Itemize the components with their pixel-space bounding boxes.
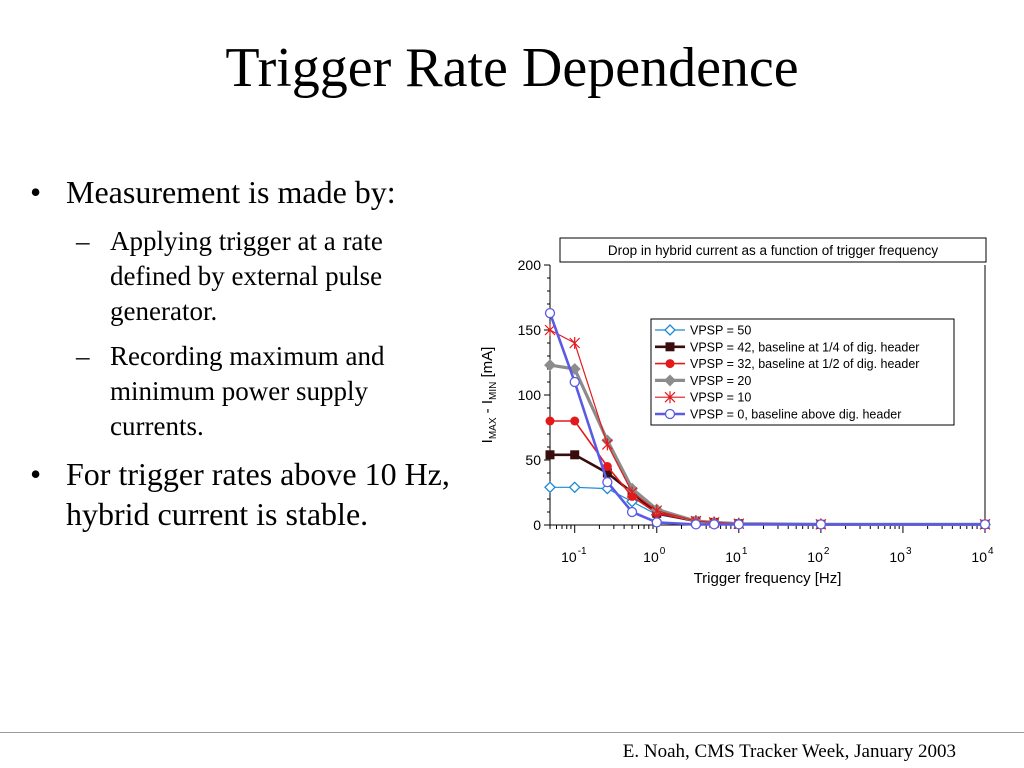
- x-tick-label: 10 -1: [561, 546, 587, 565]
- legend-label: VPSP = 42, baseline at 1/4 of dig. heade…: [690, 340, 919, 354]
- sub-bullet-text: Recording maximum and minimum power supp…: [110, 341, 385, 441]
- legend-item: VPSP = 0, baseline above dig. header: [655, 408, 901, 422]
- series-line: [550, 420, 985, 526]
- diamond-marker: [568, 481, 581, 494]
- star-marker: [651, 504, 663, 517]
- bullet-list: • Measurement is made by: – Applying tri…: [30, 172, 460, 546]
- x-tick-exponent: 3: [906, 546, 912, 557]
- sub-bullet-mark: –: [76, 341, 90, 371]
- y-tick-label: 0: [533, 517, 541, 533]
- bullet-text: Measurement is made by:: [66, 174, 396, 210]
- circle-marker: [545, 416, 555, 426]
- x-tick-exponent: 1: [742, 546, 748, 557]
- x-tick-label: 10 4: [971, 546, 994, 565]
- x-tick-exponent: 0: [660, 546, 666, 557]
- star-marker: [664, 391, 676, 404]
- legend-label: VPSP = 10: [690, 391, 751, 405]
- series-2: [545, 416, 990, 529]
- legend-label: VPSP = 0, baseline above dig. header: [690, 408, 901, 422]
- legend-label: VPSP = 32, baseline at 1/2 of dig. heade…: [690, 357, 919, 371]
- legend-item: VPSP = 32, baseline at 1/2 of dig. heade…: [655, 357, 919, 371]
- x-tick-exponent: -1: [578, 546, 587, 557]
- legend-item: VPSP = 42, baseline at 1/4 of dig. heade…: [655, 340, 919, 354]
- square-marker: [665, 342, 675, 352]
- circle-marker: [626, 506, 638, 518]
- legend-box: [650, 318, 955, 426]
- y-tick-label: 100: [518, 387, 542, 403]
- bullet-text: For trigger rates above 10 Hz, hybrid cu…: [66, 456, 450, 532]
- star-marker: [601, 438, 613, 451]
- circle-marker: [665, 359, 675, 369]
- diamond-marker: [544, 359, 556, 372]
- bullet-item: • Measurement is made by:: [30, 172, 460, 212]
- x-tick-exponent: 4: [988, 546, 994, 557]
- chart-legend: VPSP = 50 VPSP = 42, baseline at 1/4 of d…: [650, 318, 955, 426]
- bullet-mark: •: [30, 456, 42, 492]
- x-axis-label: Trigger frequency [Hz]: [694, 570, 842, 587]
- x-tick-base: 10: [889, 549, 905, 565]
- circle-marker: [651, 517, 662, 528]
- circle-marker: [544, 307, 556, 319]
- series-5: [544, 307, 991, 530]
- diamond-marker: [664, 374, 676, 387]
- x-tick-exponent: 2: [824, 546, 830, 557]
- x-tick-base: 10: [971, 549, 987, 565]
- sub-bullet-mark: –: [76, 226, 90, 256]
- circle-marker: [733, 519, 744, 530]
- x-tick-label: 10 3: [889, 546, 912, 565]
- legend-item: VPSP = 20: [655, 374, 751, 388]
- circle-marker: [570, 416, 580, 426]
- y-tick-label: 150: [518, 322, 542, 338]
- bullet-mark: •: [30, 174, 42, 210]
- circle-marker: [569, 376, 580, 388]
- chart-title-box: [559, 237, 987, 263]
- slide-footer: E. Noah, CMS Tracker Week, January 2003: [622, 741, 956, 762]
- x-tick-label: 10 2: [807, 546, 830, 565]
- diamond-marker: [544, 481, 556, 494]
- x-tick-base: 10: [643, 549, 659, 565]
- legend-label: VPSP = 20: [690, 374, 751, 388]
- legend-item: VPSP = 50: [655, 324, 751, 338]
- series-line: [548, 312, 985, 526]
- sub-bullet-item: – Applying trigger at a rate defined by …: [30, 224, 460, 329]
- diamond-marker: [664, 324, 676, 336]
- circle-marker: [602, 476, 613, 488]
- x-tick-base: 10: [725, 549, 741, 565]
- legend-label: VPSP = 50: [690, 324, 751, 338]
- chart-title: Drop in hybrid current as a function of …: [559, 237, 987, 263]
- y-axis-label: IMAX - IMIN [mA]: [479, 347, 499, 444]
- star-marker: [626, 486, 638, 499]
- circle-marker: [602, 462, 612, 471]
- circle-marker: [690, 519, 702, 530]
- circle-marker: [708, 519, 720, 530]
- y-tick-label: 50: [525, 452, 541, 468]
- chart-title-text: Drop in hybrid current as a function of …: [608, 243, 938, 258]
- slide-title: Trigger Rate Dependence: [225, 37, 799, 99]
- sub-bullet-item: – Recording maximum and minimum power su…: [30, 339, 460, 444]
- footer-divider: [0, 732, 1024, 733]
- bullet-item: • For trigger rates above 10 Hz, hybrid …: [30, 454, 460, 534]
- sub-bullet-text: Applying trigger at a rate defined by ex…: [110, 226, 383, 326]
- x-tick-base: 10: [807, 549, 823, 565]
- circle-marker: [815, 519, 827, 530]
- circle-marker: [664, 408, 676, 420]
- legend-item: VPSP = 10: [655, 391, 751, 405]
- star-marker: [544, 324, 556, 336]
- x-tick-base: 10: [561, 549, 577, 565]
- circle-marker: [979, 519, 991, 530]
- square-marker: [570, 450, 580, 460]
- y-tick-label: 200: [518, 257, 542, 273]
- square-marker: [602, 468, 612, 478]
- star-marker: [569, 337, 581, 349]
- x-tick-label: 10 0: [643, 546, 666, 565]
- square-marker: [545, 450, 555, 460]
- x-tick-label: 10 1: [725, 546, 748, 565]
